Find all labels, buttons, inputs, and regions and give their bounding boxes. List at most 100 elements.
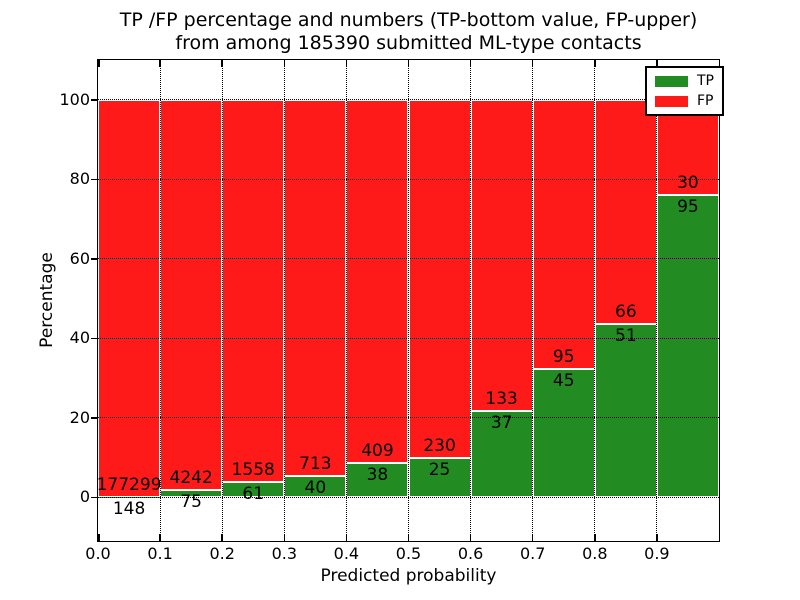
legend-item-fp: FP bbox=[655, 94, 714, 108]
bar-fp-segment bbox=[532, 99, 595, 370]
y-tick-label: 40 bbox=[69, 328, 90, 348]
x-tick bbox=[407, 534, 410, 541]
tp-count-label: 37 bbox=[490, 412, 513, 433]
x-tick bbox=[531, 534, 534, 541]
x-gridline bbox=[532, 60, 534, 541]
y-tick bbox=[90, 337, 98, 339]
fp-count-label: 133 bbox=[485, 388, 518, 409]
bar-fp-segment bbox=[408, 99, 471, 459]
x-tick-label: 0.0 bbox=[85, 544, 111, 563]
y-tick-label: 80 bbox=[69, 169, 90, 189]
x-tick-label: 0.5 bbox=[395, 544, 422, 563]
bar-tp-segment bbox=[222, 482, 285, 498]
bar-tp-segment bbox=[346, 463, 409, 498]
legend-swatch-tp-icon bbox=[655, 75, 688, 87]
x-gridline bbox=[408, 60, 409, 541]
tp-count-label: 25 bbox=[428, 460, 451, 481]
x-tick-top bbox=[594, 60, 596, 67]
x-tick-label: 0.9 bbox=[644, 544, 670, 563]
x-tick-label: 0.1 bbox=[147, 544, 173, 563]
tp-count-label: 75 bbox=[180, 492, 202, 513]
chart-title: TP /FP percentage and numbers (TP-bottom… bbox=[98, 9, 719, 55]
plot-area: TP FP 177299 148 4242 75 1558 61 713 40 409 38 230… bbox=[97, 60, 724, 541]
bar-fp-segment bbox=[594, 99, 657, 324]
tp-count-label: 40 bbox=[304, 478, 327, 499]
chart-title-line2: from among 185390 submitted ML-type cont… bbox=[175, 32, 642, 54]
x-tick-top bbox=[407, 60, 410, 67]
x-tick-label: 0.7 bbox=[519, 544, 546, 563]
y-tick-label: 100 bbox=[59, 89, 90, 109]
x-tick bbox=[656, 534, 658, 541]
y-tick bbox=[90, 417, 98, 419]
fp-count-label: 30 bbox=[677, 173, 699, 194]
x-tick-top bbox=[221, 60, 223, 67]
x-tick bbox=[469, 534, 472, 541]
x-gridline bbox=[656, 60, 658, 541]
x-tick bbox=[221, 534, 223, 541]
x-tick-label: 0.6 bbox=[457, 544, 484, 563]
fp-count-label: 4242 bbox=[169, 468, 213, 489]
y-tick bbox=[90, 496, 98, 499]
bar-tp-segment bbox=[160, 490, 223, 498]
x-tick-label: 0.8 bbox=[582, 544, 608, 563]
bar-tp-segment bbox=[594, 323, 657, 498]
fp-count-label: 95 bbox=[552, 347, 575, 368]
y-tick-label: 60 bbox=[69, 248, 90, 268]
x-tick-top bbox=[345, 60, 348, 67]
bar-tp-segment bbox=[656, 195, 719, 498]
legend-item-tp: TP bbox=[655, 74, 714, 88]
tp-count-label: 51 bbox=[615, 325, 637, 346]
x-tick-top bbox=[98, 60, 100, 67]
bar-tp-segment bbox=[284, 476, 347, 498]
chart-title-line1: TP /FP percentage and numbers (TP-bottom… bbox=[119, 9, 698, 31]
fp-count-label: 66 bbox=[615, 301, 637, 322]
bar-fp-segment bbox=[470, 99, 533, 411]
x-tick-label: 0.2 bbox=[209, 544, 235, 563]
x-gridline bbox=[159, 60, 161, 541]
fp-count-label: 409 bbox=[361, 441, 394, 462]
y-tick bbox=[90, 178, 98, 180]
x-gridline bbox=[345, 60, 347, 541]
legend-label-tp: TP bbox=[697, 73, 714, 89]
x-tick-top bbox=[469, 60, 472, 67]
x-tick bbox=[283, 534, 286, 541]
bar-fp-segment bbox=[284, 99, 347, 477]
tp-count-label: 148 bbox=[112, 498, 146, 519]
legend: TP FP bbox=[645, 66, 724, 116]
fp-count-label: 713 bbox=[299, 454, 332, 475]
x-tick-label: 0.4 bbox=[333, 544, 360, 563]
tp-count-label: 45 bbox=[552, 371, 575, 392]
legend-label-fp: FP bbox=[697, 93, 714, 109]
x-tick-top bbox=[283, 60, 286, 67]
fp-count-label: 230 bbox=[423, 436, 456, 457]
y-tick bbox=[90, 258, 98, 260]
fp-count-label: 1558 bbox=[231, 460, 275, 481]
bar-fp-segment bbox=[98, 99, 161, 497]
y-tick-label: 20 bbox=[69, 407, 90, 427]
bar-tp-segment bbox=[532, 369, 595, 498]
x-tick-top bbox=[531, 60, 534, 67]
y-tick bbox=[90, 99, 98, 101]
y-tick-label: 0 bbox=[79, 487, 90, 507]
x-tick bbox=[345, 534, 348, 541]
x-gridline bbox=[221, 60, 223, 541]
x-tick-label: 0.3 bbox=[271, 544, 298, 563]
x-gridline bbox=[283, 60, 285, 541]
x-tick bbox=[159, 534, 161, 541]
x-tick-top bbox=[159, 60, 161, 67]
bar-fp-segment bbox=[160, 99, 223, 491]
tp-count-label: 95 bbox=[677, 197, 699, 218]
x-tick bbox=[594, 534, 596, 541]
fp-count-label: 177299 bbox=[96, 474, 162, 495]
tp-count-label: 61 bbox=[242, 484, 265, 505]
tp-count-label: 38 bbox=[366, 465, 389, 486]
x-gridline bbox=[470, 60, 472, 541]
bar-fp-segment bbox=[222, 99, 285, 483]
x-tick bbox=[98, 534, 100, 541]
legend-swatch-fp-icon bbox=[655, 95, 688, 107]
x-axis-label: Predicted probability bbox=[320, 566, 497, 586]
x-tick-top bbox=[656, 60, 658, 67]
x-gridline bbox=[594, 60, 596, 541]
bar-fp-segment bbox=[346, 99, 409, 464]
